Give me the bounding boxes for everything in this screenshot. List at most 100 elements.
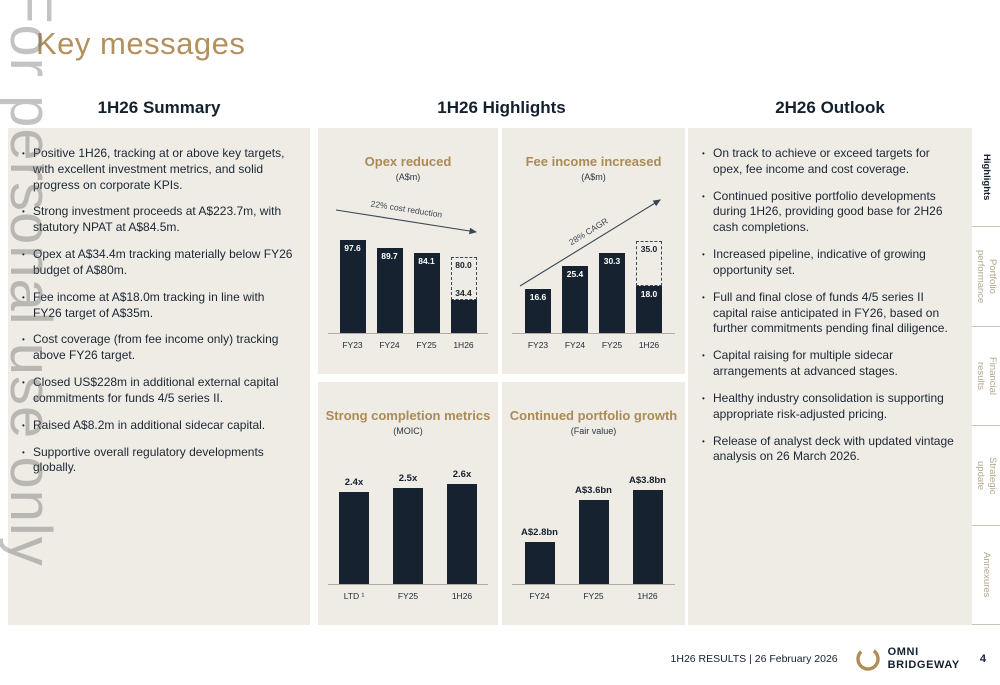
bar-value-label: A$3.6bn [575, 485, 612, 496]
bullet-text: Positive 1H26, tracking at or above key … [33, 146, 285, 192]
summary-column-header: 1H26 Summary [97, 98, 221, 117]
bar-group-FY25: 30.3 FY25 [599, 231, 625, 350]
bullet-text: Continued positive portfolio development… [713, 188, 943, 235]
x-axis-label: FY25 [397, 591, 419, 601]
chart-card-fee-income: Fee income increased (A$m) 28% CAGR 16.6… [502, 128, 685, 374]
bar-value-label: 2.6x [452, 469, 472, 480]
x-axis-label: 1H26 [637, 591, 658, 601]
bar-group-1H26: 2.6x 1H26 [447, 467, 477, 601]
bullet-item: • Closed US$228m in additional external c… [22, 375, 296, 407]
chart-title: Fee income increased [525, 154, 662, 169]
bar-value-label: 16.6 [529, 292, 547, 302]
bar-chart: 97.6 FY23 89.7 FY24 84.1 FY25 80.0 34.4 1H26 [328, 231, 488, 350]
sidebar-tab-label: Strategic update [975, 456, 998, 495]
chart-subtitle: (Fair value) [570, 426, 617, 436]
bullet-text: Fee income at A$18.0m tracking in line w… [33, 289, 265, 320]
bar-group-FY24: 25.4 FY24 [562, 231, 588, 350]
page-number: 4 [979, 653, 986, 665]
bullet-marker: • [702, 436, 705, 446]
bullet-item: • Fee income at A$18.0m tracking in line … [22, 290, 296, 322]
chart-subtitle: (A$m) [581, 172, 606, 182]
bar-group-FY24: 89.7 FY24 [376, 231, 403, 350]
x-axis-label: FY23 [527, 340, 549, 350]
bar-group-FY25: 84.1 FY25 [413, 231, 440, 350]
bullet-text: Cost coverage (from fee income only) tra… [33, 332, 279, 363]
bar-group-LTD¹: 2.4x LTD ¹ [339, 467, 369, 601]
logo-ring-icon [855, 647, 880, 671]
bullet-marker: • [22, 420, 25, 430]
page-title: Key messages [36, 26, 246, 61]
bullet-item: • Cost coverage (from fee income only) tr… [22, 332, 296, 364]
bar-value-label: A$3.8bn [629, 475, 666, 486]
bar [450, 300, 477, 333]
sidebar-tab-label: Financial results [975, 357, 998, 396]
x-axis-label: FY24 [379, 340, 400, 350]
summary-panel: • Positive 1H26, tracking at or above key… [8, 128, 310, 625]
x-axis-label: FY25 [416, 340, 437, 350]
bullet-text: Release of analyst deck with updated vin… [713, 433, 954, 464]
sidebar-tab-strategic-update[interactable]: Strategic update [972, 426, 1000, 526]
bullet-marker: • [22, 207, 25, 217]
target-bar: 80.0 34.4 [450, 257, 477, 300]
bar-value-label: 2.4x [344, 477, 364, 488]
bar-chart: A$2.8bn FY24 A$3.6bn FY25 A$3.8bn 1H26 [512, 467, 675, 601]
bar-group-FY23: 97.6 FY23 [339, 231, 366, 350]
bar [447, 484, 477, 584]
bullet-marker: • [22, 149, 25, 158]
sidebar-tab-highlights[interactable]: Highlights [972, 128, 1000, 228]
sidebar-tab-annexures[interactable]: Annexures [972, 525, 1000, 626]
logo-text-omni: OMNI [887, 646, 919, 659]
x-axis-label: FY25 [583, 591, 604, 601]
target-bar: 35.0 [636, 241, 662, 286]
bar: 16.6 [525, 289, 551, 333]
bar-group-FY25: 2.5x FY25 [393, 467, 423, 601]
sidebar-tab-label: Portfolio performance [975, 249, 998, 304]
bullet-marker: • [702, 292, 705, 302]
chart-title: Opex reduced [364, 154, 452, 169]
bar-value-label: 34.4 [455, 288, 472, 298]
bullet-item: • Raised A$8.2m in additional sidecar cap… [22, 418, 296, 434]
bullet-text: Supportive overall regulatory developmen… [33, 444, 264, 475]
bullet-marker: • [702, 250, 705, 260]
sidebar-tab-financial-results[interactable]: Financial results [972, 326, 1000, 427]
bar-chart: 2.4x LTD ¹ 2.5x FY25 2.6x 1H26 [328, 467, 488, 601]
bullet-marker: • [22, 292, 25, 302]
bar-value-label: 2.5x [398, 473, 418, 484]
highlights-column-header: 1H26 Highlights [437, 98, 566, 117]
chart-card-opex: Opex reduced (A$m) 22% cost reduction 97… [318, 128, 498, 374]
target-value-label: 80.0 [455, 260, 472, 270]
bar-value-label: 89.7 [381, 251, 398, 261]
bar-group-1H26: 35.0 18.0 1H26 [636, 231, 662, 350]
bullet-item: • Strong investment proceeds at A$223.7m,… [22, 204, 296, 236]
bar-value-label: 84.1 [418, 256, 435, 266]
x-axis-label: 1H26 [453, 340, 474, 350]
bullet-text: Healthy industry consolidation is suppor… [713, 390, 944, 421]
bullet-text: Strong investment proceeds at A$223.7m, … [33, 204, 282, 235]
bar: 84.1 [413, 253, 440, 333]
bullet-text: Capital raising for multiple sidecar arr… [713, 348, 898, 379]
bullet-item: • Full and final close of funds 4/5 serie… [702, 290, 958, 337]
bar-group-FY24: A$2.8bn FY24 [521, 467, 558, 601]
bar-value-label: 18.0 [640, 289, 658, 299]
x-axis-label: 1H26 [638, 340, 660, 350]
footer: 1H26 RESULTS | 26 February 2026 OMNI BRI… [0, 633, 1000, 685]
x-axis-label: FY25 [601, 340, 623, 350]
bar-value-label: 97.6 [344, 243, 361, 253]
sidebar-tab-portfolio-performance[interactable]: Portfolio performance [972, 227, 1000, 327]
bar: 18.0 [636, 286, 662, 333]
logo-text-bridgeway: BRIDGEWAY [887, 659, 960, 671]
bar [339, 492, 369, 584]
chart-title: Strong completion metrics [325, 408, 491, 423]
logo-text: OMNI BRIDGEWAY [888, 646, 960, 671]
bullet-marker: • [702, 149, 705, 158]
x-axis-label: FY24 [529, 591, 550, 601]
bullet-marker: • [22, 378, 25, 388]
x-axis-label: 1H26 [451, 591, 473, 601]
bullet-item: • On track to achieve or exceed targets f… [702, 146, 958, 178]
bullet-item: • Healthy industry consolidation is suppo… [702, 391, 958, 423]
bar: 97.6 [339, 240, 366, 333]
chart-title: Continued portfolio growth [509, 408, 678, 423]
bullet-text: Increased pipeline, indicative of growin… [713, 247, 926, 277]
bar [578, 500, 609, 584]
